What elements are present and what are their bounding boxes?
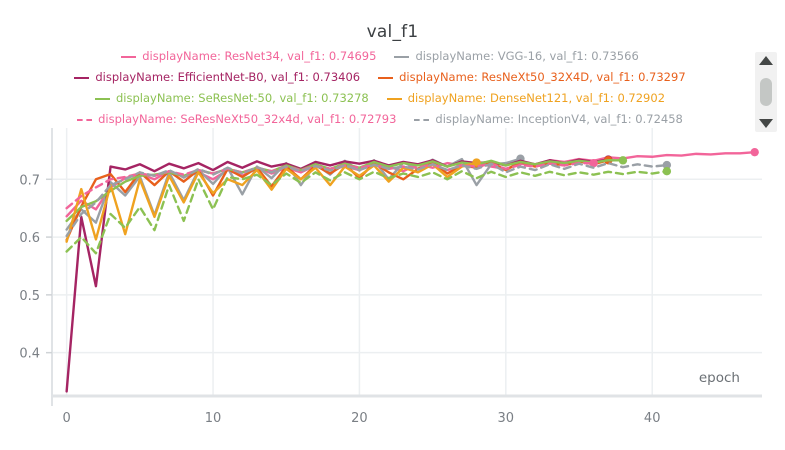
x-tick-label: 0 — [62, 411, 70, 426]
x-tick-label: 30 — [498, 411, 515, 426]
legend-swatch-icon — [74, 76, 90, 79]
legend-swatch-icon — [77, 118, 93, 121]
chart-legend[interactable]: displayName: ResNet34, val_f1: 0.74695 di… — [30, 46, 730, 134]
legend-item[interactable]: displayName: EfficientNet-B0, val_f1: 0.… — [74, 69, 361, 84]
x-axis-title: epoch — [699, 370, 740, 386]
legend-item[interactable]: displayName: ResNeXt50_32X4D, val_f1: 0.… — [378, 69, 686, 84]
scroll-down-arrow-icon[interactable] — [759, 119, 773, 128]
legend-item-label: displayName: SeResNet-50, val_f1: 0.7327… — [115, 90, 369, 105]
legend-row: displayName: SeResNet-50, val_f1: 0.7327… — [30, 88, 730, 109]
legend-item[interactable]: displayName: DenseNet121, val_f1: 0.7290… — [386, 90, 666, 105]
legend-swatch-icon — [121, 55, 137, 58]
legend-row: displayName: ResNet34, val_f1: 0.74695 di… — [30, 46, 730, 67]
y-tick-label: 0.6 — [19, 231, 40, 246]
series-end-marker — [472, 158, 481, 167]
legend-swatch-icon — [378, 76, 394, 79]
legend-item-label: displayName: DenseNet121, val_f1: 0.7290… — [407, 90, 666, 105]
legend-swatch-icon — [414, 118, 430, 121]
x-tick-label: 40 — [644, 411, 661, 426]
data-series-line — [65, 170, 669, 255]
y-tick-label: 0.5 — [19, 289, 40, 304]
tick-labels-group: 0.4 0.5 0.6 0.7 0 10 20 30 40 — [19, 173, 660, 426]
legend-item[interactable]: displayName: ResNet34, val_f1: 0.74695 — [121, 48, 377, 63]
legend-item[interactable]: displayName: InceptionV4, val_f1: 0.7245… — [414, 111, 683, 126]
legend-swatch-icon — [394, 55, 410, 58]
series-end-marker — [662, 167, 672, 176]
grid-lines — [52, 128, 762, 396]
series-end-marker — [618, 156, 628, 165]
data-series-line — [65, 161, 669, 238]
legend-item-label: displayName: SeResNeXt50_32x4d, val_f1: … — [98, 111, 397, 126]
legend-item-label: displayName: ResNeXt50_32X4D, val_f1: 0.… — [399, 69, 686, 84]
scrollbar-thumb[interactable] — [760, 78, 772, 106]
legend-swatch-icon — [94, 97, 110, 100]
y-tick-label: 0.4 — [19, 347, 40, 362]
chart-title: val_f1 — [366, 22, 419, 42]
legend-item[interactable]: displayName: SeResNet-50, val_f1: 0.7327… — [94, 90, 369, 105]
x-tick-label: 20 — [351, 411, 368, 426]
legend-item[interactable]: displayName: SeResNeXt50_32x4d, val_f1: … — [77, 111, 397, 126]
legend-item-label: displayName: ResNet34, val_f1: 0.74695 — [142, 48, 377, 63]
data-series-group — [65, 147, 759, 393]
legend-scrollbar[interactable] — [755, 52, 777, 132]
y-tick-label: 0.7 — [19, 173, 40, 188]
legend-item[interactable]: displayName: VGG-16, val_f1: 0.73566 — [394, 48, 639, 63]
x-tick-label: 10 — [205, 411, 222, 426]
legend-row: displayName: SeResNeXt50_32x4d, val_f1: … — [30, 109, 730, 130]
legend-item-label: displayName: InceptionV4, val_f1: 0.7245… — [435, 111, 683, 126]
axis-lines — [51, 128, 762, 406]
series-end-marker — [662, 160, 672, 170]
series-end-marker — [750, 147, 759, 157]
legend-row: displayName: EfficientNet-B0, val_f1: 0.… — [30, 67, 730, 88]
data-series-line — [65, 161, 478, 243]
series-end-marker — [589, 158, 598, 168]
scroll-up-arrow-icon[interactable] — [759, 56, 773, 65]
legend-item-label: displayName: VGG-16, val_f1: 0.73566 — [415, 48, 639, 63]
legend-item-label: displayName: EfficientNet-B0, val_f1: 0.… — [95, 69, 361, 84]
legend-swatch-icon — [386, 97, 402, 100]
